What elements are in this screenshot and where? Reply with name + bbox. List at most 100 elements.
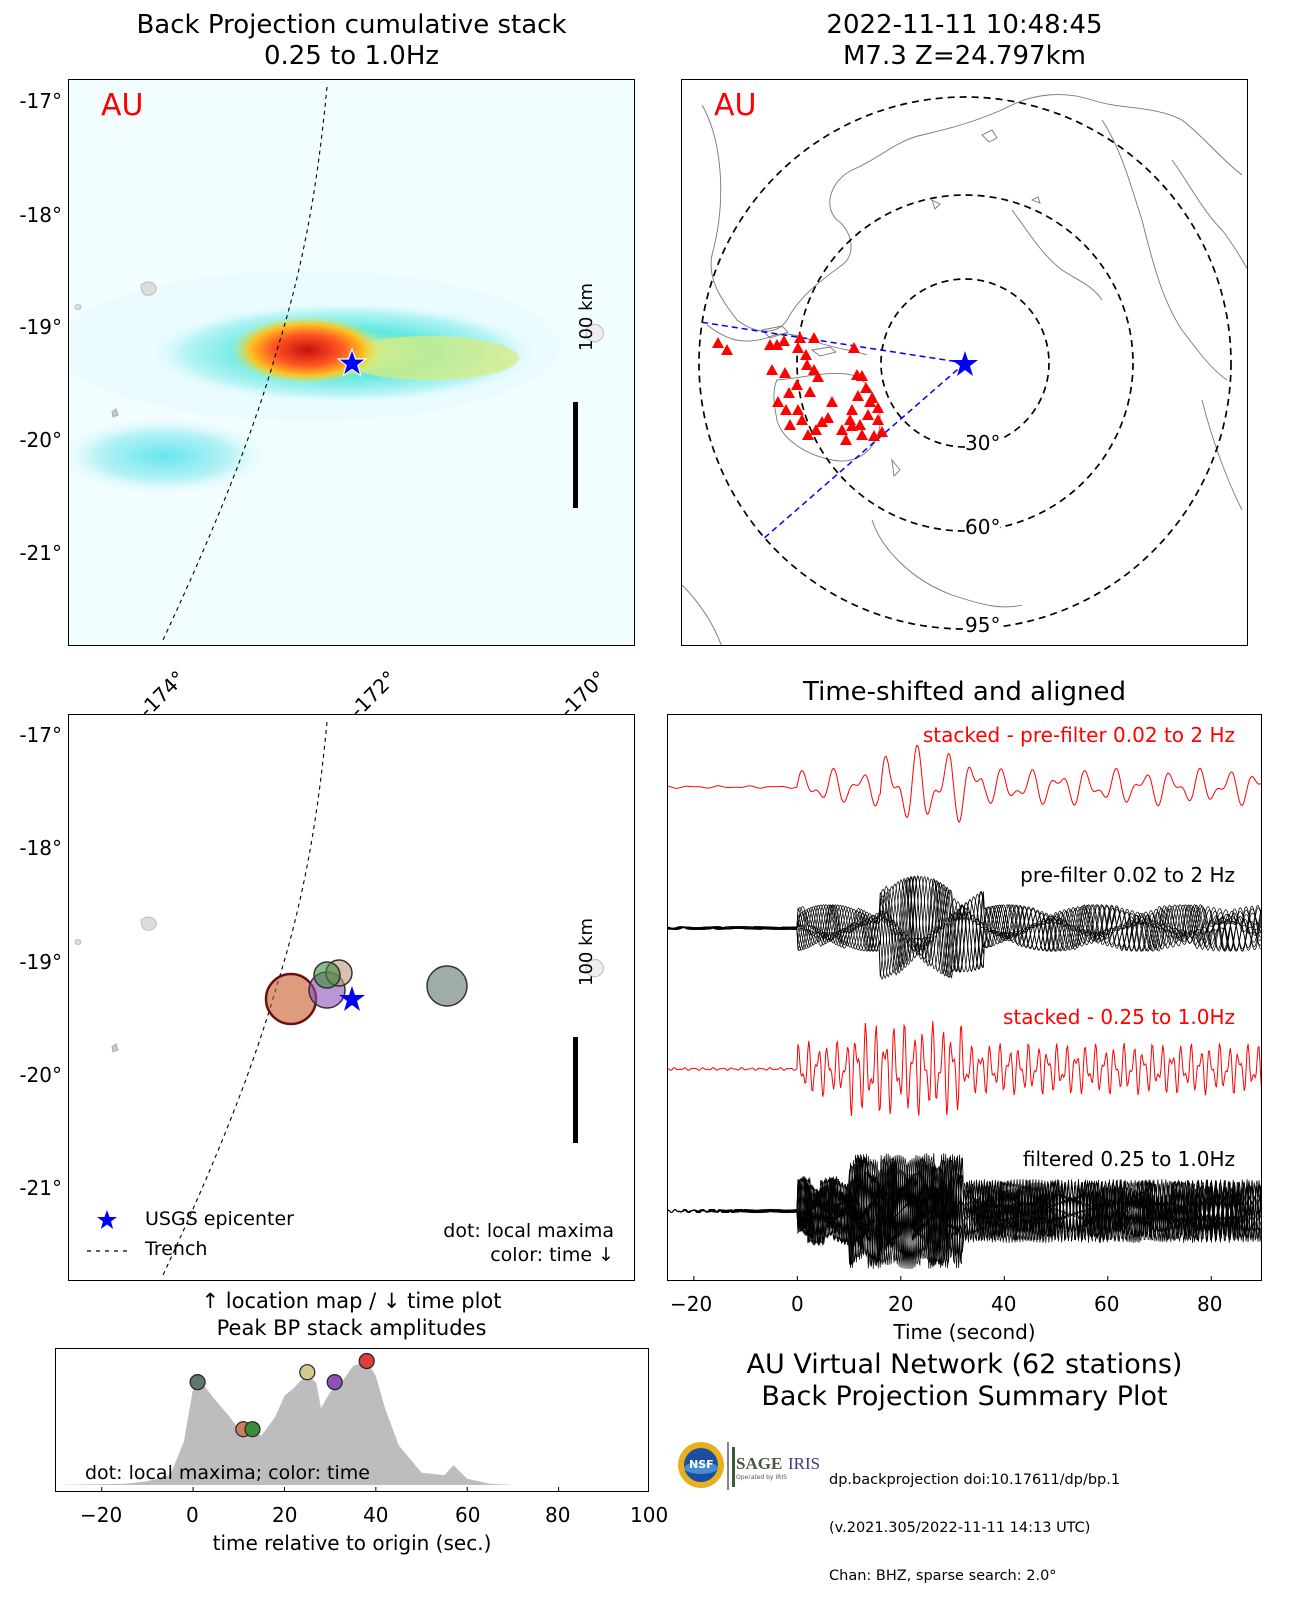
station-marker-icon (801, 359, 813, 370)
filtered-trace (668, 1154, 1261, 1269)
prefilter-trace (668, 875, 1261, 981)
station-marker-icon (808, 332, 820, 343)
stacked-filtered-trace (668, 1020, 1261, 1117)
legend-star-icon (97, 1210, 117, 1229)
station-marker-icon (779, 367, 791, 378)
time-xtick-label: 20 (272, 1503, 298, 1527)
station-marker-icon (792, 404, 804, 415)
station-marker-icon (791, 379, 803, 390)
wave-xtick-label: 0 (791, 1292, 804, 1316)
top-left-title-line1: Back Projection cumulative stack (136, 10, 567, 40)
maxima-dot (313, 961, 341, 989)
time-xlabel: time relative to origin (sec.) (212, 1531, 492, 1555)
ytick-label: -18° (19, 836, 62, 860)
station-marker-icon (784, 419, 796, 430)
ytick-label: -21° (19, 1176, 62, 1200)
epicenter-star-icon (336, 347, 368, 377)
logo-sage-text: SAGE (736, 1454, 783, 1473)
waveforms-title: Time-shifted and aligned (803, 677, 1126, 707)
local-maximum-dot (189, 1373, 206, 1391)
ytick-label: -19° (19, 315, 62, 339)
stacked-prefilter-trace (668, 744, 1261, 823)
scale-bar (573, 402, 578, 508)
maxima-dot (426, 965, 468, 1007)
local-maximum-dot (358, 1352, 375, 1370)
maxima-note-line2: color: time ↓ (490, 1244, 614, 1266)
ring-60 (796, 194, 1134, 532)
wave-xtick-label: 40 (991, 1292, 1017, 1316)
prefilter-trace (668, 877, 1261, 976)
station-marker-icon (848, 342, 860, 353)
station-marker-icon (816, 416, 828, 427)
station-map-panel: AU 30° 60° 95° (681, 79, 1248, 646)
logo-nsf-text: NSF (689, 1458, 714, 1471)
island-outline (140, 281, 157, 296)
coastlines (682, 94, 1247, 645)
logo-iris-text: IRIS (788, 1454, 821, 1473)
station-marker-icon (862, 409, 874, 420)
wave-xtick-label: −20 (670, 1292, 713, 1316)
station-marker-icon (778, 335, 790, 346)
maxima-dot (264, 972, 318, 1026)
station-marker-icon (864, 396, 876, 407)
station-marker-icon (810, 424, 822, 435)
stack-blob-southwest (69, 416, 274, 496)
mid-caption: ↑ location map / ↓ time plot Peak BP sta… (68, 1288, 635, 1342)
time-plot-annotation: dot: local maxima; color: time (85, 1462, 370, 1484)
station-markers (712, 332, 888, 445)
island-outline (111, 1043, 119, 1053)
station-marker-icon (822, 412, 834, 423)
credit-line3: Chan: BHZ, sparse search: 2.0° (829, 1568, 1057, 1584)
local-maximum-dot (244, 1421, 261, 1438)
station-marker-icon (783, 387, 795, 398)
legend-trench-label: Trench (145, 1238, 208, 1260)
station-marker-icon (868, 430, 880, 441)
summary-title-line1: AU Virtual Network (62 stations) (746, 1349, 1183, 1380)
time-xtick-label: 0 (186, 1503, 199, 1527)
trace-label-stacked-filtered: stacked - 0.25 to 1.0Hz (1003, 1005, 1235, 1029)
station-marker-icon (721, 344, 733, 355)
logo-svg (678, 1442, 735, 1490)
prefilter-trace (668, 876, 1261, 980)
station-marker-icon (804, 386, 816, 397)
station-marker-icon (800, 349, 812, 360)
distance-rings (698, 96, 1232, 630)
time-xtick-label: 40 (363, 1503, 389, 1527)
nsf-logo-icon (678, 1442, 724, 1488)
maxima-note: dot: local maxima color: time ↓ (443, 1219, 614, 1267)
island-outline (74, 939, 82, 945)
event-magnitude-depth: M7.3 Z=24.797km (842, 41, 1086, 71)
ytick-label: -20° (19, 428, 62, 452)
azimuth-line-south (761, 362, 966, 541)
trace-label-filtered: filtered 0.25 to 1.0Hz (1022, 1147, 1235, 1171)
ring-label-30: 30° (965, 431, 1001, 455)
epicenter-star-icon (339, 986, 365, 1011)
local-maximum-dot (299, 1364, 316, 1381)
trench-line (162, 721, 328, 1276)
station-marker-icon (856, 429, 868, 440)
logo-block: NSF SAGE IRIS Operated by IRIS (676, 1438, 826, 1494)
station-marker-icon (851, 369, 863, 380)
station-marker-icon (846, 420, 858, 431)
sage-bar-icon (732, 1447, 735, 1487)
azimuth-line-north (699, 321, 966, 364)
trace-label-prefilter: pre-filter 0.02 to 2 Hz (1020, 863, 1235, 887)
station-marker-icon (840, 434, 852, 445)
ring-label-60: 60° (965, 515, 1001, 539)
station-marker-icon (846, 404, 858, 415)
trace-label-stacked-prefilter: stacked - pre-filter 0.02 to 2 Hz (922, 723, 1235, 747)
logo-operated-text: Operated by IRIS (736, 1474, 787, 1481)
network-label: AU (714, 88, 757, 123)
waveforms-svg (668, 744, 1261, 1280)
time-xtick-label: −20 (80, 1503, 123, 1527)
ring-95 (698, 96, 1232, 630)
station-marker-icon (854, 419, 866, 430)
station-marker-icon (826, 396, 838, 407)
credit-line2: (v.2021.305/2022-11-11 14:13 UTC) (829, 1520, 1091, 1536)
station-marker-icon (796, 414, 808, 425)
stack-blob-east (339, 336, 519, 380)
stack-blob-core (231, 316, 383, 384)
time-xtick-label: 60 (455, 1503, 481, 1527)
ring-label-95: 95° (965, 613, 1001, 637)
station-marker-icon (780, 404, 792, 415)
